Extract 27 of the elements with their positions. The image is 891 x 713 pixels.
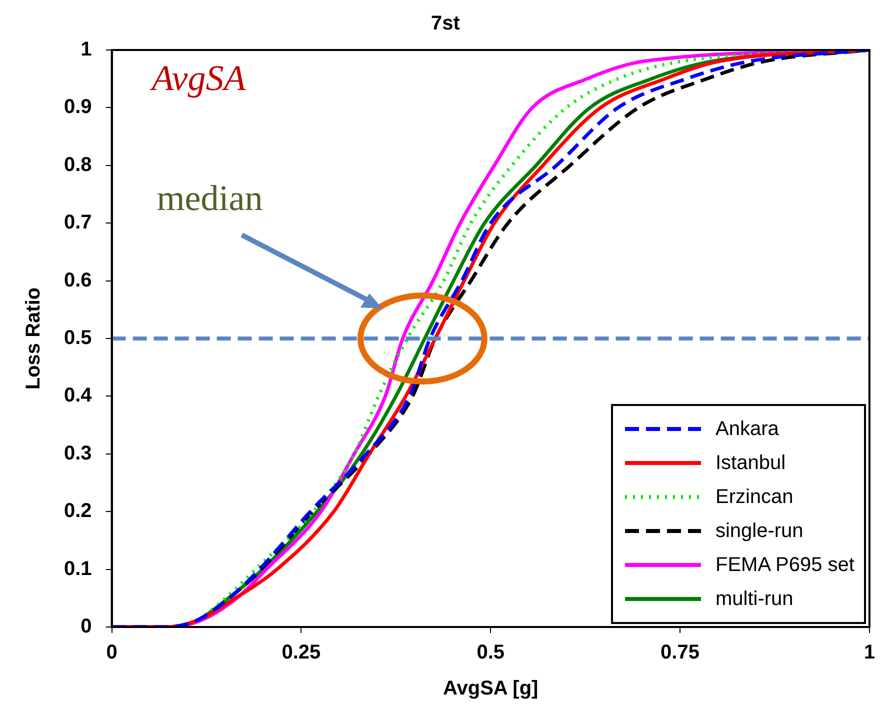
legend-label: single-run <box>715 520 804 542</box>
legend-label: FEMA P695 set <box>715 554 854 576</box>
x-tick-label: 0.25 <box>282 642 321 664</box>
annotation: median <box>156 178 263 218</box>
legend-label: Istanbul <box>715 452 786 474</box>
y-tick-label: 0.6 <box>64 269 92 292</box>
legend-label: multi-run <box>715 588 794 610</box>
x-tick-label: 1 <box>864 642 875 664</box>
x-tick-label: 0.75 <box>660 642 700 664</box>
y-tick-label: 0.7 <box>64 212 92 234</box>
y-tick-label: 0.4 <box>64 384 93 407</box>
y-tick-label: 0.1 <box>64 558 92 580</box>
y-tick-label: 0.8 <box>64 154 92 176</box>
x-axis-title: AvgSA [g] <box>443 678 538 700</box>
y-tick-label: 0 <box>80 616 92 638</box>
legend-label: Ankara <box>715 418 779 440</box>
y-tick-label: 0.3 <box>64 442 92 464</box>
y-tick-label: 0.9 <box>64 96 92 118</box>
x-tick-label: 0.5 <box>476 642 505 664</box>
y-tick-label: 0.5 <box>64 327 92 350</box>
chart-title: 7st <box>431 12 460 35</box>
legend-label: Erzincan <box>715 486 794 508</box>
y-axis-title: Loss Ratio <box>22 287 45 390</box>
annotation: AvgSA <box>150 58 247 98</box>
y-tick-label: 1 <box>80 38 92 61</box>
y-tick-label: 0.2 <box>64 500 92 522</box>
x-tick-label: 0 <box>106 642 118 664</box>
